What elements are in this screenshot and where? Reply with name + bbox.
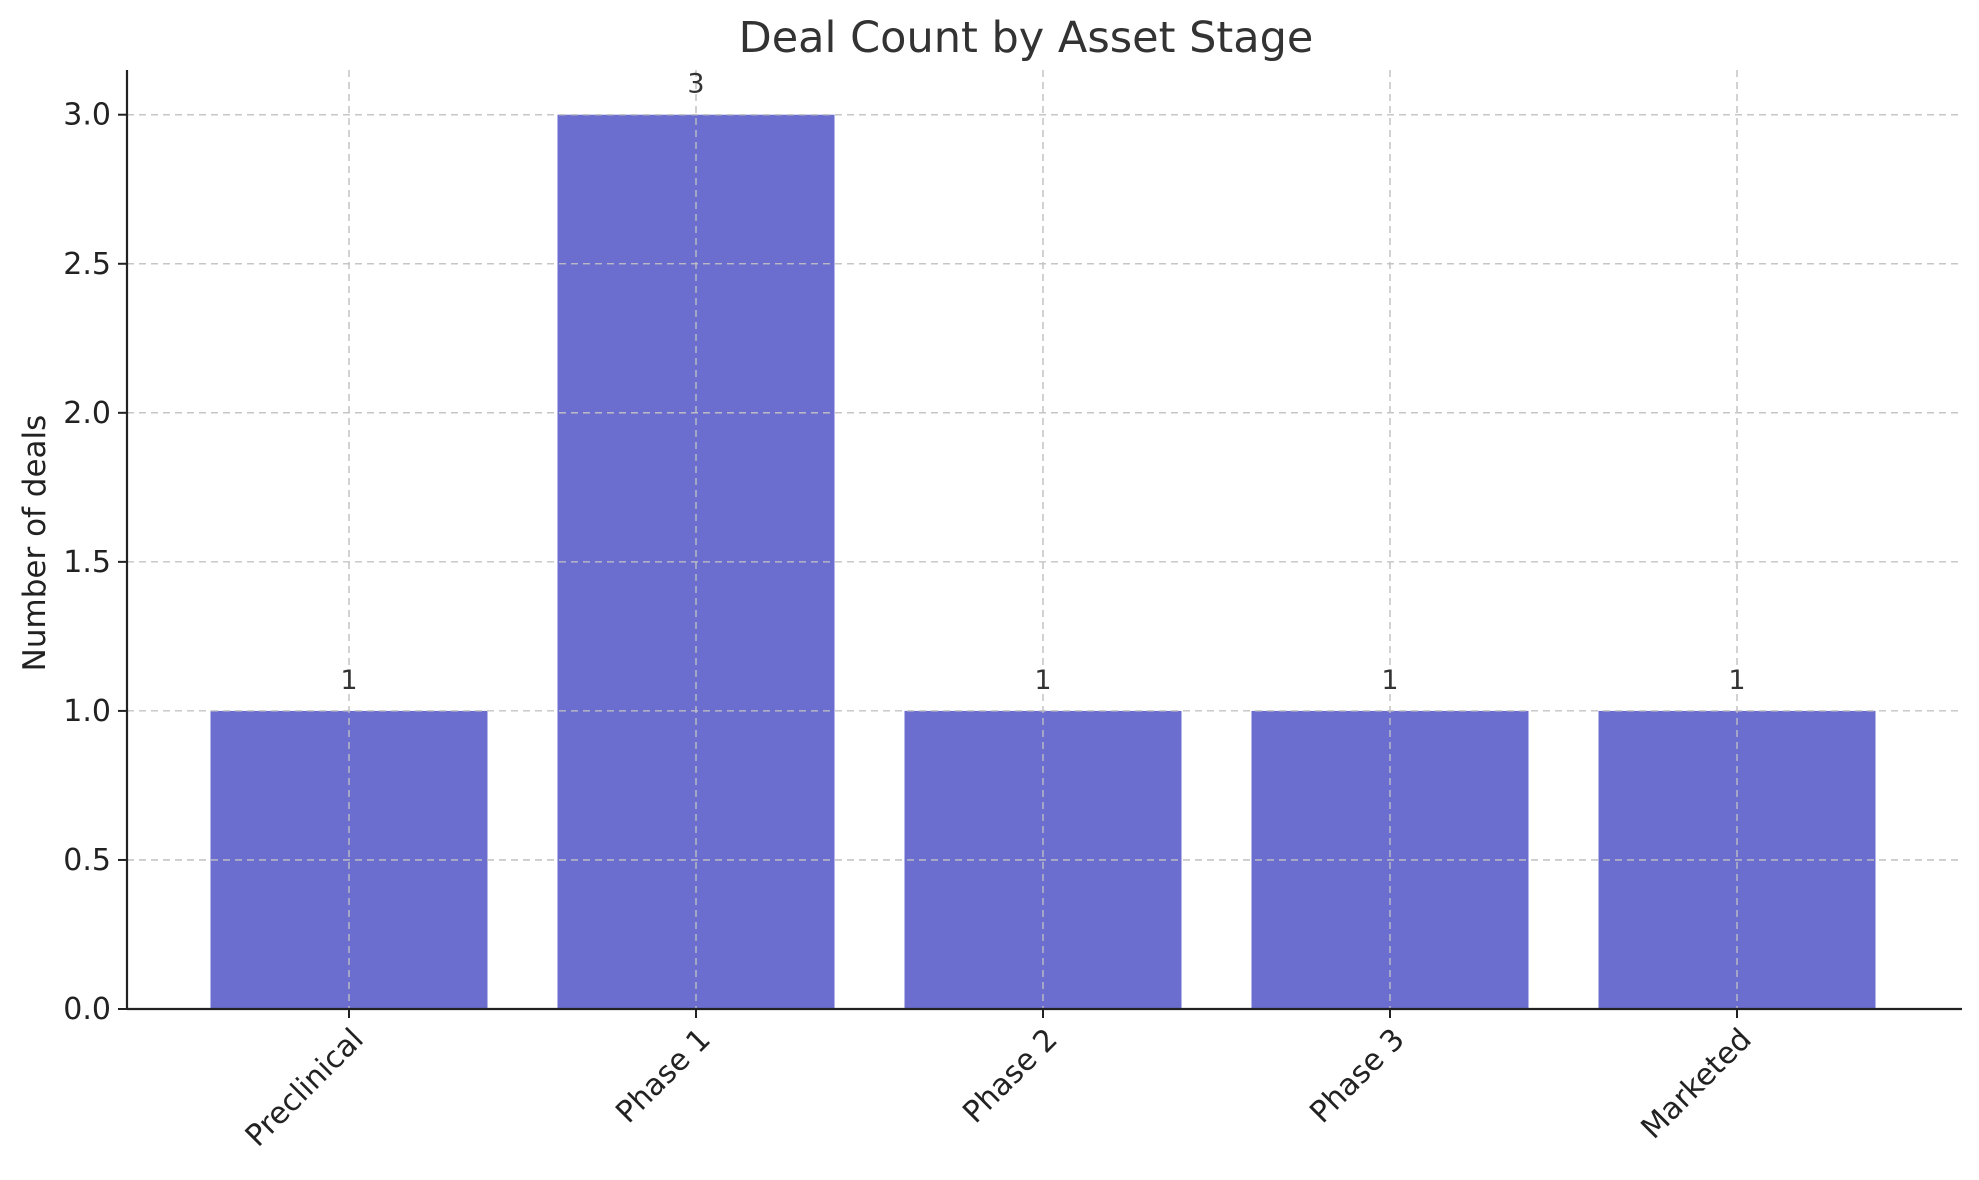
y-tick-label: 1.5 — [63, 545, 111, 580]
y-tick-label: 1.0 — [63, 694, 111, 729]
y-tick-label: 0.0 — [63, 992, 111, 1027]
bar-value-label: 1 — [1381, 665, 1398, 696]
y-tick-label: 3.0 — [63, 98, 111, 133]
y-axis-label: Number of deals — [17, 415, 53, 672]
bars — [127, 70, 1962, 1010]
bar-value-label: 1 — [340, 665, 357, 696]
x-tick-label: Phase 2 — [956, 1022, 1064, 1130]
x-tick-label: Phase 3 — [1303, 1022, 1411, 1130]
y-tick-label: 0.5 — [63, 843, 111, 878]
bar-value-label: 1 — [1034, 665, 1051, 696]
x-tick-label: Phase 1 — [609, 1022, 717, 1130]
y-ticks: 0.0 0.5 1.0 1.5 2.0 2.5 3.0 — [63, 98, 127, 1027]
y-tick-label: 2.5 — [63, 247, 111, 282]
axes — [125, 70, 1962, 1011]
bar-value-label: 1 — [1728, 665, 1745, 696]
x-tick-label: Preclinical — [239, 1022, 371, 1154]
bar-value-label: 3 — [687, 69, 704, 100]
x-tick-label: Marketed — [1634, 1022, 1758, 1146]
x-ticks: Preclinical Phase 1 Phase 2 Phase 3 Marketed — [239, 1009, 1759, 1154]
y-tick-label: 2.0 — [63, 396, 111, 431]
chart-title: Deal Count by Asset Stage — [739, 13, 1314, 63]
data-labels: 1 3 1 1 1 — [340, 69, 1745, 696]
